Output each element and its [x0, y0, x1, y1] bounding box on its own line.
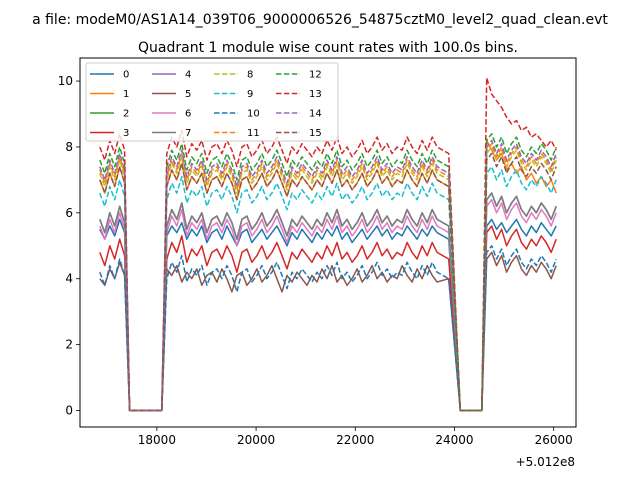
x-tick-label: 24000 [435, 433, 473, 447]
legend-label-12: 12 [309, 70, 322, 81]
series-line-14 [99, 139, 557, 412]
y-tick-label: 4 [65, 272, 73, 286]
legend-label-13: 13 [309, 89, 322, 100]
x-tick-label: 26000 [535, 433, 573, 447]
y-axis: 0 2 4 6 8 10 [58, 74, 80, 418]
series-line-9 [99, 165, 557, 412]
series-line-12 [99, 133, 557, 412]
y-tick-label: 8 [65, 140, 73, 154]
figure-suptitle: a file: modeM0/AS1A14_039T06_9000006526_… [32, 12, 608, 28]
x-tick-label: 18000 [138, 433, 176, 447]
x-axis: 18000 20000 22000 24000 26000 [138, 427, 573, 447]
axes-frame [79, 57, 577, 428]
legend-label-11: 11 [247, 128, 260, 139]
y-tick-label: 0 [65, 404, 73, 418]
x-tick-label: 20000 [237, 433, 275, 447]
legend-label-9: 9 [247, 89, 253, 100]
legend-label-7: 7 [185, 128, 191, 139]
y-tick-label: 10 [58, 74, 73, 88]
plot-lines [99, 77, 557, 412]
series-line-10 [99, 245, 557, 412]
legend-label-3: 3 [123, 128, 129, 139]
legend-label-4: 4 [185, 70, 191, 81]
legend-label-0: 0 [123, 70, 129, 81]
legend-label-2: 2 [123, 109, 129, 120]
series-line-8 [99, 146, 557, 412]
legend-label-1: 1 [123, 89, 129, 100]
chart-title: Quadrant 1 module wise count rates with … [138, 40, 518, 56]
legend-label-6: 6 [185, 109, 191, 120]
x-tick-label: 22000 [336, 433, 374, 447]
y-tick-label: 6 [65, 206, 73, 220]
series-line-13 [99, 77, 557, 412]
legend-label-14: 14 [309, 109, 322, 120]
legend-label-10: 10 [247, 109, 260, 120]
legend-frame [85, 62, 339, 142]
legend-label-15: 15 [309, 128, 322, 139]
legend-label-5: 5 [185, 89, 191, 100]
series-line-3 [99, 225, 557, 412]
x-offset-label: +5.012e8 [516, 455, 575, 469]
y-tick-label: 2 [65, 338, 73, 352]
legend-label-8: 8 [247, 70, 253, 81]
series-line-15 [99, 152, 557, 412]
